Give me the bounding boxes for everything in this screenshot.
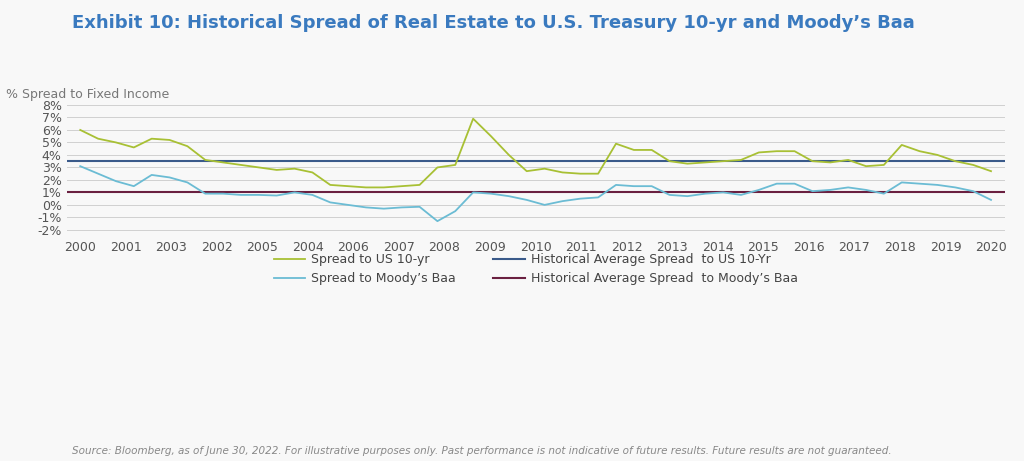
Historical Average Spread  to Moody’s Baa (120, 189, 132, 195)
Spread to US 10-yr (74, 127, 86, 133)
Text: Exhibit 10: Historical Spread of Real Estate to U.S. Treasury 10-yr and Moody’s : Exhibit 10: Historical Spread of Real Es… (72, 14, 914, 32)
Historical Average Spread  to Moody’s Baa (74, 189, 86, 195)
Line: Spread to Moody’s Baa: Spread to Moody’s Baa (80, 166, 991, 221)
Historical Average Spread  to US 10-Yr (120, 159, 132, 164)
Spread to Moody’s Baa (520, 197, 532, 203)
Spread to US 10-yr (359, 185, 372, 190)
Spread to US 10-yr (592, 171, 604, 177)
Spread to Moody’s Baa (645, 183, 657, 189)
Spread to Moody’s Baa (931, 182, 943, 188)
Spread to Moody’s Baa (431, 219, 443, 224)
Historical Average Spread  to US 10-Yr (74, 159, 86, 164)
Line: Spread to US 10-yr: Spread to US 10-yr (80, 118, 991, 188)
Spread to Moody’s Baa (395, 205, 408, 210)
Spread to US 10-yr (145, 136, 158, 142)
Spread to US 10-yr (539, 166, 551, 171)
Spread to US 10-yr (985, 168, 997, 174)
Legend: Spread to US 10-yr, Spread to Moody’s Baa, Historical Average Spread  to US 10-Y: Spread to US 10-yr, Spread to Moody’s Ba… (268, 248, 803, 290)
Spread to US 10-yr (414, 182, 426, 188)
Spread to US 10-yr (664, 159, 676, 164)
Spread to US 10-yr (699, 160, 712, 165)
Spread to Moody’s Baa (681, 194, 693, 199)
Spread to Moody’s Baa (74, 163, 86, 169)
Spread to US 10-yr (467, 116, 479, 121)
Text: % Spread to Fixed Income: % Spread to Fixed Income (5, 88, 169, 100)
Spread to Moody’s Baa (985, 197, 997, 203)
Spread to Moody’s Baa (145, 172, 158, 177)
Text: Source: Bloomberg, as of June 30, 2022. For illustrative purposes only. Past per: Source: Bloomberg, as of June 30, 2022. … (72, 446, 891, 456)
